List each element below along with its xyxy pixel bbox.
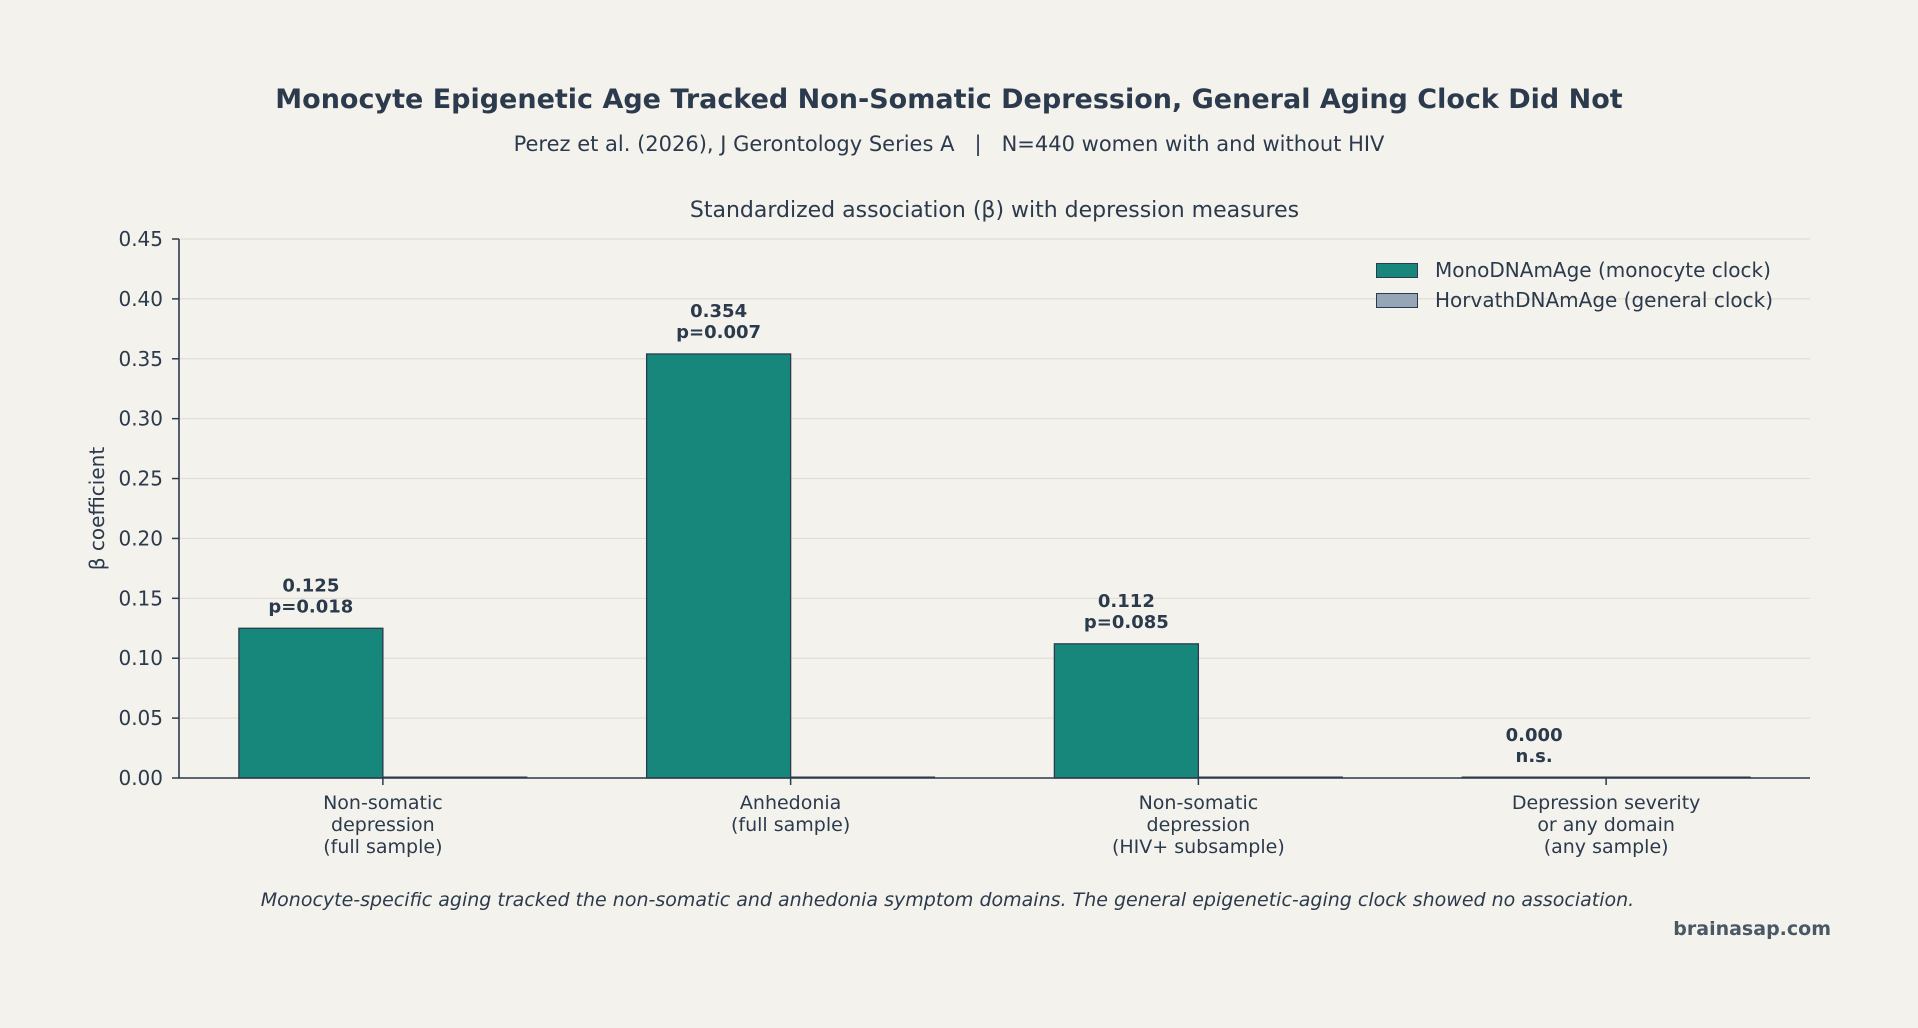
data-label-value: 0.125 — [282, 575, 339, 596]
legend-swatch-mono — [1376, 262, 1418, 278]
data-label-value: 0.354 — [690, 301, 747, 322]
bar-mono — [238, 627, 384, 779]
y-tick-label: 0.35 — [118, 347, 163, 371]
x-tick-label: (any sample) — [1544, 836, 1669, 858]
x-tick-label: or any domain — [1537, 814, 1675, 836]
bar-mono — [1053, 643, 1200, 779]
legend-item-horvath: HorvathDNAmAge (general clock) — [1376, 285, 1773, 315]
page-subtitle: Perez et al. (2026), J Gerontology Serie… — [513, 132, 1385, 156]
chart-title: Standardized association (β) with depres… — [690, 198, 1299, 223]
x-tick-label: Non-somatic — [323, 792, 443, 814]
bar-mono — [645, 353, 792, 779]
legend-item-mono: MonoDNAmAge (monocyte clock) — [1376, 255, 1773, 285]
x-tick-label: Depression severity — [1512, 792, 1701, 814]
x-tick-label: (full sample) — [323, 836, 442, 858]
y-tick-label: 0.00 — [118, 766, 163, 790]
y-tick-label: 0.40 — [118, 287, 163, 311]
legend-label-horvath: HorvathDNAmAge (general clock) — [1435, 288, 1774, 312]
data-label-pvalue: p=0.007 — [676, 322, 761, 343]
y-tick-label: 0.25 — [118, 467, 163, 491]
data-label-value: 0.112 — [1098, 591, 1155, 612]
x-tick-label: Non-somatic — [1139, 792, 1259, 814]
chart-legend: MonoDNAmAge (monocyte clock) HorvathDNAm… — [1376, 255, 1773, 315]
watermark: brainasap.com — [1673, 918, 1831, 940]
x-tick-label: depression — [331, 814, 435, 836]
data-label-pvalue: p=0.085 — [1084, 612, 1169, 633]
x-tick-label: depression — [1147, 814, 1251, 836]
legend-swatch-horvath — [1376, 292, 1418, 308]
y-axis-label: β coefficient — [85, 447, 109, 571]
x-tick-label: (HIV+ subsample) — [1112, 836, 1285, 858]
page-title: Monocyte Epigenetic Age Tracked Non-Soma… — [275, 84, 1623, 115]
data-label-pvalue: n.s. — [1516, 746, 1553, 767]
legend-label-mono: MonoDNAmAge (monocyte clock) — [1435, 258, 1771, 282]
data-label-value: 0.000 — [1506, 725, 1563, 746]
chart-caption: Monocyte-specific aging tracked the non-… — [260, 889, 1635, 911]
y-tick-label: 0.05 — [118, 706, 163, 730]
data-label-pvalue: p=0.018 — [268, 596, 353, 617]
y-tick-label: 0.15 — [118, 586, 163, 610]
y-tick-label: 0.45 — [118, 227, 163, 251]
y-tick-label: 0.30 — [118, 407, 163, 431]
x-tick-label: Anhedonia — [740, 792, 841, 814]
y-tick-label: 0.20 — [118, 526, 163, 550]
y-tick-label: 0.10 — [118, 646, 163, 670]
x-tick-label: (full sample) — [731, 814, 850, 836]
